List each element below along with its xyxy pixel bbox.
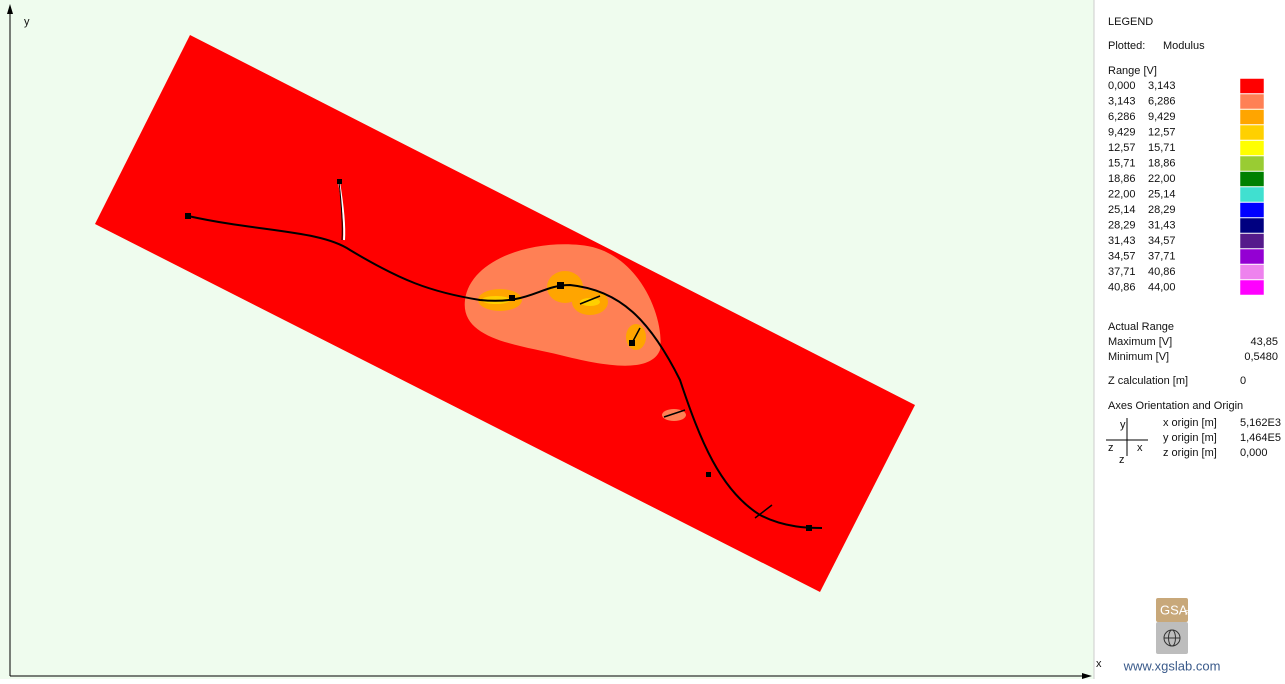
range-to: 40,86 bbox=[1148, 266, 1176, 278]
range-to: 28,29 bbox=[1148, 204, 1176, 216]
range-from: 18,86 bbox=[1108, 173, 1136, 185]
range-value: 43,85 bbox=[1250, 336, 1278, 348]
contour-zone bbox=[547, 271, 583, 303]
range-value: 0,5480 bbox=[1244, 351, 1278, 363]
range-to: 9,429 bbox=[1148, 111, 1176, 123]
contour-zone bbox=[580, 298, 600, 306]
range-swatch bbox=[1239, 109, 1265, 125]
origin-name: z origin [m] bbox=[1163, 447, 1217, 459]
electrodes bbox=[185, 179, 812, 531]
range-to: 37,71 bbox=[1148, 250, 1176, 262]
range-from: 40,86 bbox=[1108, 281, 1136, 293]
origin-name: x origin [m] bbox=[1163, 417, 1217, 429]
range-from: 12,57 bbox=[1108, 142, 1136, 154]
range-to: 22,00 bbox=[1148, 173, 1176, 185]
axes-icon-label: z bbox=[1119, 454, 1125, 466]
range-from: 15,71 bbox=[1108, 157, 1136, 169]
x-axis-label: x bbox=[1096, 658, 1102, 670]
range-from: 6,286 bbox=[1108, 111, 1136, 123]
origin-name: y origin [m] bbox=[1163, 432, 1217, 444]
range-to: 18,86 bbox=[1148, 157, 1176, 169]
y-axis-label: y bbox=[24, 16, 30, 28]
range-from: 31,43 bbox=[1108, 235, 1136, 247]
axes-title: Axes Orientation and Origin bbox=[1108, 400, 1243, 412]
range-swatch bbox=[1239, 186, 1265, 203]
range-from: 37,71 bbox=[1108, 266, 1136, 278]
range-swatch bbox=[1239, 264, 1265, 280]
y-arrow bbox=[7, 4, 13, 14]
range-swatch bbox=[1239, 202, 1265, 218]
range-swatch bbox=[1239, 279, 1265, 296]
legend: LEGEND Plotted: Modulus Range [V] Actual… bbox=[1106, 16, 1281, 466]
range-swatch bbox=[1239, 93, 1265, 110]
range-swatch bbox=[1239, 217, 1265, 234]
origin-value: 0,000 bbox=[1240, 447, 1268, 459]
range-label: Range [V] bbox=[1108, 65, 1157, 77]
logo: GSA FD www.xgslab.com bbox=[1123, 598, 1221, 673]
range-swatch bbox=[1239, 248, 1265, 265]
x-arrow bbox=[1082, 673, 1092, 679]
range-to: 15,71 bbox=[1148, 142, 1176, 154]
logo-brand: GSA bbox=[1160, 602, 1188, 617]
conductor-branch bbox=[338, 181, 343, 241]
origin-value: 5,162E3 bbox=[1240, 417, 1281, 429]
origin-value: 1,464E5 bbox=[1240, 432, 1281, 444]
range-swatch bbox=[1239, 78, 1265, 94]
range-to: 44,00 bbox=[1148, 281, 1176, 293]
range-from: 3,143 bbox=[1108, 95, 1136, 107]
legend-title: LEGEND bbox=[1108, 16, 1153, 28]
conductor-branch bbox=[579, 295, 773, 519]
axes-icon-label: z bbox=[1108, 442, 1114, 454]
range-to: 6,286 bbox=[1148, 95, 1176, 107]
range-to: 3,143 bbox=[1148, 80, 1176, 92]
z-calc-value: 0 bbox=[1240, 375, 1246, 387]
axes-icon-label: x bbox=[1137, 442, 1143, 454]
range-to: 12,57 bbox=[1148, 126, 1176, 138]
range-name: Minimum [V] bbox=[1108, 351, 1169, 363]
range-to: 25,14 bbox=[1148, 188, 1176, 200]
range-from: 9,429 bbox=[1108, 126, 1136, 138]
range-from: 22,00 bbox=[1108, 188, 1136, 200]
contour-zone bbox=[464, 244, 661, 366]
range-swatch bbox=[1239, 140, 1265, 156]
range-swatch bbox=[1239, 233, 1265, 249]
plotted-value: Modulus bbox=[1163, 40, 1205, 52]
range-swatch bbox=[1239, 155, 1265, 172]
actual-range-title: Actual Range bbox=[1108, 321, 1174, 333]
range-swatch bbox=[1239, 171, 1265, 187]
range-from: 0,000 bbox=[1108, 80, 1136, 92]
axes-icon-label: y bbox=[1120, 419, 1126, 431]
plotted-label: Plotted: bbox=[1108, 40, 1145, 52]
range-name: Maximum [V] bbox=[1108, 336, 1172, 348]
logo-url[interactable]: www.xgslab.com bbox=[1123, 658, 1221, 673]
logo-sub: FD bbox=[1185, 610, 1194, 617]
range-from: 25,14 bbox=[1108, 204, 1136, 216]
range-swatch bbox=[1239, 124, 1265, 141]
z-calc-label: Z calculation [m] bbox=[1108, 375, 1188, 387]
range-from: 28,29 bbox=[1108, 219, 1136, 231]
logo-top bbox=[1156, 598, 1188, 622]
conductor bbox=[187, 215, 823, 529]
range-to: 34,57 bbox=[1148, 235, 1176, 247]
logo-globe bbox=[1168, 629, 1176, 647]
range-to: 31,43 bbox=[1148, 219, 1176, 231]
range-from: 34,57 bbox=[1108, 250, 1136, 262]
